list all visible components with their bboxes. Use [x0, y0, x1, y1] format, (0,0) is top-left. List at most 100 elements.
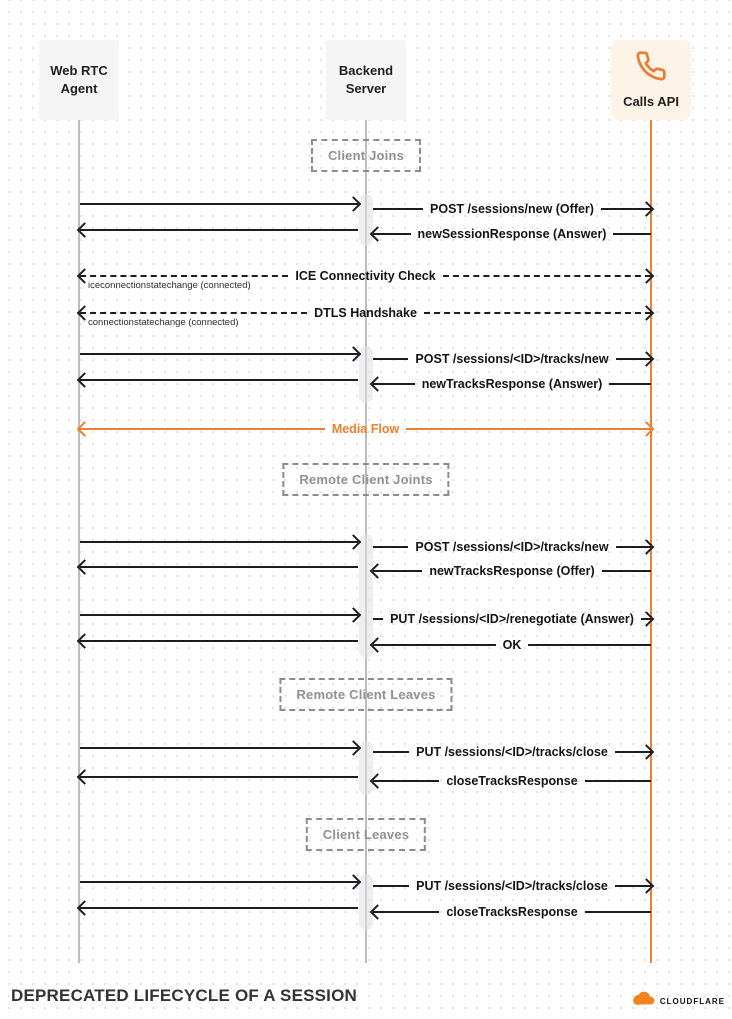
diagram-title: DEPRECATED LIFECYCLE OF A SESSION	[11, 986, 358, 1005]
arrowhead-left-icon	[369, 226, 386, 242]
message-label: POST /sessions/new (Offer)	[430, 201, 594, 216]
activation-bar	[359, 346, 373, 403]
arrow-request-labeled: POST /sessions/new (Offer)	[373, 200, 655, 218]
arrow-request-labeled: PUT /sessions/<ID>/tracks/close	[373, 877, 655, 895]
arrow-line	[80, 229, 358, 231]
arrow-request-labeled: POST /sessions/<ID>/tracks/new	[373, 350, 655, 368]
actor-calls-api: Calls API	[611, 40, 691, 120]
arrow-response-labeled: newTracksResponse (Offer)	[369, 562, 651, 580]
arrowhead-left-icon	[76, 559, 93, 575]
event-label: connectionstatechange (connected)	[88, 317, 239, 328]
arrow-line	[80, 614, 358, 616]
section-remote-client-leaves: Remote Client Leaves	[279, 678, 453, 711]
arrow-request-labeled: POST /sessions/<ID>/tracks/new	[373, 538, 655, 556]
arrow-line	[80, 640, 358, 642]
arrow-line	[614, 885, 651, 887]
arrow-line	[600, 208, 651, 210]
arrow-line	[609, 383, 651, 385]
arrow-line	[373, 570, 423, 572]
arrow-line	[373, 780, 440, 782]
arrowhead-left-icon	[369, 773, 386, 789]
arrow-line	[80, 566, 358, 568]
section-client-leaves: Client Leaves	[305, 818, 427, 851]
arrowhead-left-icon	[76, 633, 93, 649]
arrow-dtls-handshake: DTLS Handshake	[76, 304, 655, 322]
lifeline-webrtc-agent	[78, 118, 80, 963]
message-label: closeTracksResponse	[446, 904, 578, 919]
arrow-line	[373, 233, 411, 235]
arrow-response-labeled: closeTracksResponse	[369, 772, 652, 790]
section-remote-client-joints: Remote Client Joints	[282, 463, 450, 496]
message-label: PUT /sessions/<ID>/tracks/close	[416, 878, 608, 893]
arrow-line	[80, 379, 358, 381]
arrow-request	[80, 533, 362, 551]
arrow-line	[80, 203, 358, 205]
arrow-response	[76, 558, 358, 576]
cloudflare-wordmark: CLOUDFLARE	[659, 996, 725, 1006]
arrow-response	[76, 371, 358, 389]
arrowhead-left-icon	[76, 372, 93, 388]
arrow-line	[442, 275, 652, 277]
cloudflare-logo: CLOUDFLARE	[631, 991, 725, 1011]
arrow-line	[584, 780, 652, 782]
arrow-line	[373, 618, 384, 620]
arrow-line	[423, 312, 651, 314]
arrow-line	[615, 546, 651, 548]
arrow-line	[80, 353, 358, 355]
message-label: newTracksResponse (Offer)	[429, 563, 595, 578]
arrow-response-labeled: newSessionResponse (Answer)	[369, 225, 652, 243]
arrowhead-left-icon	[76, 421, 93, 437]
message-label: POST /sessions/<ID>/tracks/new	[415, 539, 609, 554]
arrow-response	[76, 768, 358, 786]
message-label: ICE Connectivity Check	[295, 268, 436, 283]
arrow-line	[613, 233, 652, 235]
arrow-response-labeled: closeTracksResponse	[369, 903, 652, 921]
arrow-line	[373, 885, 410, 887]
message-label: POST /sessions/<ID>/tracks/new	[415, 351, 609, 366]
arrow-line	[528, 644, 651, 646]
arrow-line	[373, 751, 410, 753]
arrowhead-left-icon	[76, 222, 93, 238]
arrowhead-left-icon	[76, 900, 93, 916]
arrowhead-left-icon	[369, 904, 386, 920]
activation-bar	[359, 874, 373, 930]
actor-backend-server: Backend Server	[326, 40, 406, 120]
arrowhead-left-icon	[369, 563, 386, 579]
arrow-line	[584, 911, 652, 913]
arrow-line	[80, 881, 358, 883]
cloudflare-cloud-icon	[631, 991, 657, 1011]
message-label: DTLS Handshake	[314, 305, 417, 320]
message-label: newSessionResponse (Answer)	[417, 226, 607, 241]
arrow-request-labeled: PUT /sessions/<ID>/renegotiate (Answer)	[373, 610, 655, 628]
arrow-line	[373, 546, 409, 548]
message-label: Media Flow	[331, 421, 400, 436]
arrow-response	[76, 221, 358, 239]
section-client-joins: Client Joins	[310, 139, 422, 172]
event-label: iceconnectionstatechange (connected)	[88, 280, 251, 291]
arrow-line	[80, 776, 358, 778]
arrow-ice-connectivity: ICE Connectivity Check	[76, 267, 655, 285]
arrow-media-flow: Media Flow	[76, 420, 655, 438]
arrowhead-left-icon	[369, 376, 386, 392]
message-label: PUT /sessions/<ID>/tracks/close	[416, 744, 608, 759]
arrow-line	[373, 383, 415, 385]
arrow-line	[373, 208, 424, 210]
arrow-line	[80, 907, 358, 909]
arrow-line	[373, 358, 409, 360]
phone-icon	[635, 50, 667, 87]
activation-bar	[359, 534, 373, 658]
message-label: OK	[502, 637, 522, 652]
arrow-request	[80, 195, 362, 213]
activation-bar	[359, 741, 373, 795]
activation-bar	[359, 194, 373, 246]
arrow-line	[80, 747, 358, 749]
arrow-line	[80, 428, 325, 430]
arrow-line	[614, 751, 651, 753]
arrowhead-left-icon	[76, 769, 93, 785]
arrow-line	[406, 428, 651, 430]
actor-label: Calls API	[623, 93, 679, 109]
lifeline-calls-api	[650, 118, 652, 963]
message-label: PUT /sessions/<ID>/renegotiate (Answer)	[390, 611, 634, 626]
message-label: closeTracksResponse	[446, 773, 578, 788]
arrow-line	[80, 275, 289, 277]
